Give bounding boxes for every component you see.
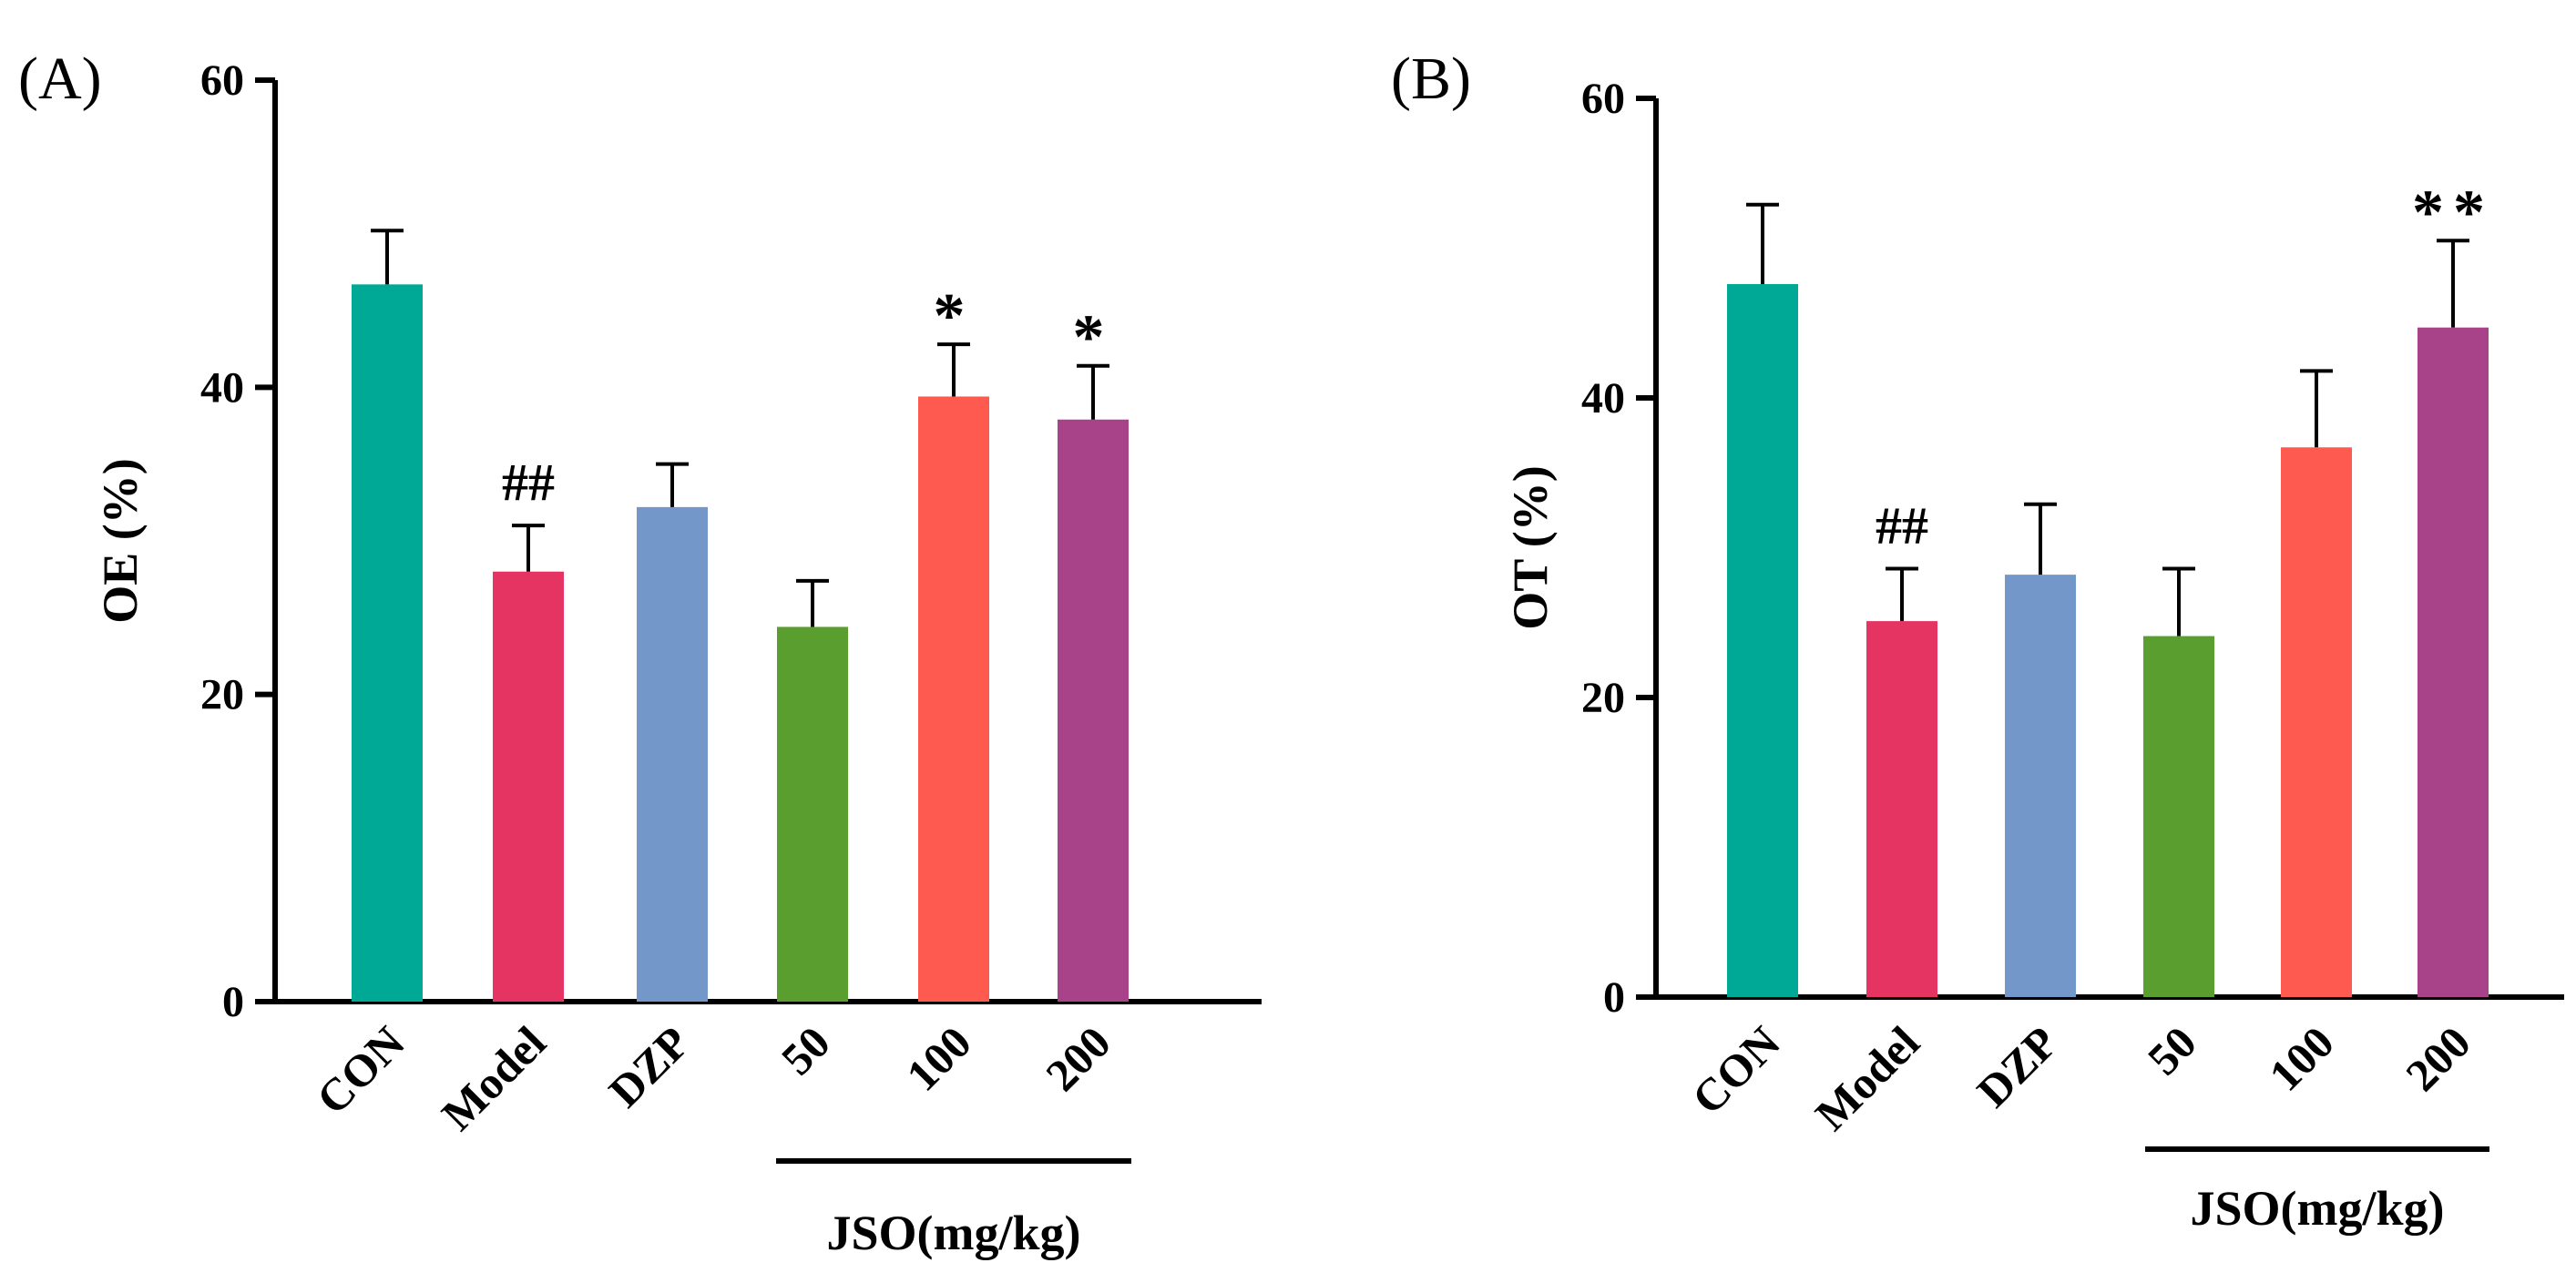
x-tick-label: DZP [1967, 1016, 2067, 1116]
y-tick-label: 20 [200, 671, 244, 719]
significance-annotation: ## [502, 453, 555, 512]
chart-panel-b: (B) 0 20 40 60 OT (%) CON ## Model DZP 50 100 ** 200 J… [1391, 46, 2564, 1236]
x-tick-label: Model [1805, 1016, 1929, 1140]
y-tick-label: 60 [200, 56, 244, 105]
bar-CON [1727, 283, 1798, 998]
y-tick-label: 0 [1603, 973, 1625, 1022]
group-label: JSO(mg/kg) [826, 1206, 1080, 1260]
significance-annotation: ## [1876, 496, 1928, 555]
x-tick-label: CON [307, 1016, 414, 1124]
x-tick-label: DZP [598, 1016, 699, 1116]
x-tick-label: 200 [1036, 1016, 1120, 1101]
panel-label: (A) [18, 46, 102, 112]
bar-200 [1058, 419, 1129, 1003]
y-axis-label: OE (%) [93, 458, 148, 624]
x-tick-label: Model [432, 1016, 556, 1140]
y-tick-label: 40 [200, 363, 244, 412]
y-tick-label: 60 [1581, 75, 1625, 123]
group-label: JSO(mg/kg) [2190, 1181, 2444, 1236]
y-axis-label: OT (%) [1503, 465, 1558, 630]
x-tick-label: 50 [2138, 1016, 2206, 1084]
bar-200 [2418, 327, 2489, 997]
y-tick-label: 20 [1581, 674, 1625, 722]
chart-panel-a: (A) 0 20 40 60 OE (%) CON ## Model DZP 50 * 100 * 200 J… [18, 46, 1262, 1260]
significance-annotation: ** [2412, 178, 2494, 248]
bar-DZP [637, 506, 708, 1002]
x-tick-label: 100 [896, 1016, 981, 1101]
significance-annotation: * [934, 281, 975, 351]
bar-50 [777, 626, 848, 1002]
y-tick-label: 40 [1581, 374, 1625, 423]
bar-CON [352, 284, 423, 1002]
bar-DZP [2005, 575, 2076, 997]
bar-Model [493, 571, 564, 1002]
x-tick-label: CON [1682, 1016, 1790, 1124]
significance-annotation: * [1073, 303, 1114, 373]
bar-Model [1866, 621, 1937, 997]
panel-label: (B) [1391, 46, 1471, 112]
bar-100 [2281, 447, 2352, 997]
bar-50 [2143, 636, 2214, 997]
y-tick-label: 0 [222, 978, 244, 1026]
x-tick-label: 100 [2259, 1016, 2344, 1101]
x-tick-label: 50 [772, 1016, 840, 1084]
x-tick-label: 200 [2396, 1016, 2480, 1101]
bar-100 [918, 396, 989, 1002]
